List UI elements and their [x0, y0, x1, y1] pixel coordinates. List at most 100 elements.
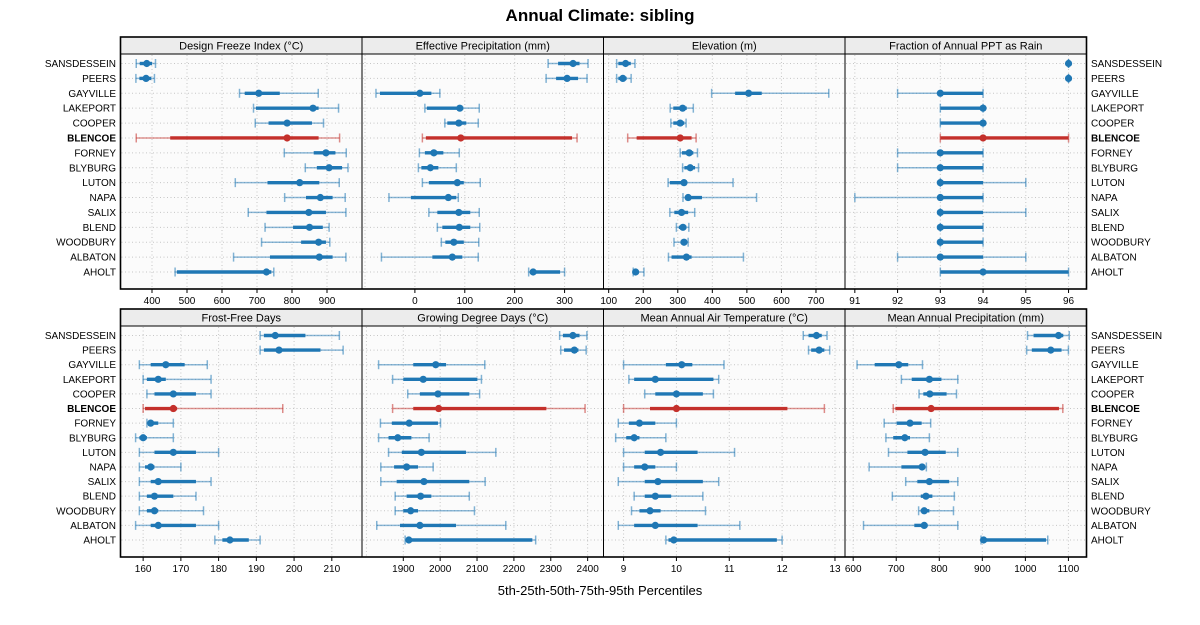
- percentile-row: [885, 433, 931, 443]
- row-label-left: BLENCOE: [67, 404, 116, 415]
- median-dot: [419, 375, 427, 383]
- row-label-left: BLYBURG: [69, 163, 116, 174]
- percentile-row: [667, 178, 734, 188]
- median-dot: [154, 375, 162, 383]
- axis-tick-label: 93: [935, 296, 947, 307]
- axis-tick-label: 160: [135, 564, 152, 575]
- percentile-row: [259, 331, 341, 340]
- percentile-row: [283, 148, 347, 158]
- percentile-row: [614, 433, 667, 443]
- median-dot: [455, 223, 463, 231]
- median-dot: [936, 179, 944, 187]
- panel-strip-title: Effective Precipitation (mm): [416, 41, 550, 53]
- median-dot: [142, 74, 150, 82]
- median-dot: [619, 74, 627, 82]
- percentile-row: [418, 148, 461, 158]
- panel-mean-annual-air-temperature-c-: Mean Annual Air Temperature (°C) 9 10 11 12 1…: [603, 308, 846, 575]
- median-dot: [926, 390, 934, 398]
- percentile-row: [138, 477, 212, 487]
- row-label-right: GAYVILLE: [1091, 89, 1139, 100]
- percentile-row: [260, 237, 331, 247]
- panel-strip-title: Mean Annual Air Temperature (°C): [641, 313, 808, 325]
- median-dot: [1064, 74, 1073, 82]
- row-label-left: SALIX: [88, 208, 117, 219]
- percentile-row: [891, 491, 956, 501]
- median-dot: [255, 89, 263, 97]
- panel-effective-precipitation-mm-: Effective Precipitation (mm) 0 100 200 300: [361, 36, 604, 307]
- median-dot: [936, 208, 944, 217]
- row-label-left: SANSDESSEIN: [45, 331, 116, 342]
- median-dot: [275, 346, 283, 354]
- median-dot: [679, 104, 687, 112]
- median-dot: [325, 164, 333, 172]
- axis-tick-label: 100: [456, 296, 473, 307]
- percentile-row: [391, 404, 586, 414]
- percentile-row: [669, 207, 696, 217]
- percentile-row: [254, 118, 325, 128]
- panel-band-0: SANSDESSEIN SANSDESSEIN PEERS PEERS GAYVILLE…: [45, 36, 1162, 307]
- percentile-row: [146, 418, 175, 428]
- band-frame: [119, 36, 1088, 290]
- panel-fraction-of-annual-ppt-as-rain: Fraction of Annual PPT as Rain 91 92 93 94 95…: [844, 36, 1087, 307]
- row-label-right: BLENCOE: [1091, 133, 1140, 144]
- percentile-row: [626, 133, 697, 143]
- row-label-right: ALBATON: [1091, 521, 1137, 532]
- median-dot: [444, 193, 452, 202]
- percentile-row: [622, 404, 826, 414]
- median-dot: [456, 104, 464, 112]
- axis-tick-label: 0: [412, 296, 418, 307]
- row-label-right: WOODBURY: [1091, 506, 1151, 517]
- median-dot: [901, 434, 909, 442]
- percentile-row: [380, 462, 434, 472]
- percentile-row: [142, 404, 284, 414]
- percentile-row: [936, 237, 984, 247]
- median-dot: [417, 492, 425, 500]
- median-dot: [426, 164, 434, 172]
- median-dot: [680, 179, 688, 187]
- row-label-left: BLYBURG: [69, 433, 116, 444]
- row-label-right: FORNEY: [1091, 419, 1133, 430]
- row-label-left: WOODBURY: [56, 506, 116, 517]
- percentile-row: [135, 133, 341, 143]
- row-label-left: BLENCOE: [67, 133, 116, 144]
- row-label-left: COOPER: [73, 389, 116, 400]
- median-dot: [651, 375, 659, 383]
- percentile-row: [1025, 345, 1070, 355]
- panel-mean-annual-precipitation-mm-: Mean Annual Precipitation (mm) 600 700 800 9…: [844, 308, 1087, 575]
- panel-band-1: SANSDESSEIN SANSDESSEIN PEERS PEERS GAYVILLE…: [45, 308, 1162, 575]
- median-dot: [450, 238, 458, 246]
- row-label-left: PEERS: [82, 74, 116, 85]
- median-dot: [920, 521, 928, 529]
- axis-tick-label: 300: [556, 296, 573, 307]
- percentile-row: [142, 374, 212, 384]
- panel-strip-title: Mean Annual Precipitation (mm): [887, 313, 1044, 325]
- axis-tick-label: 94: [977, 296, 989, 307]
- row-label-right: LAKEPORT: [1091, 375, 1144, 386]
- chart-title: Annual Climate: sibling: [505, 6, 695, 25]
- median-dot: [154, 477, 162, 486]
- percentile-row: [380, 252, 480, 262]
- percentile-row: [896, 148, 984, 158]
- row-label-left: AHOLT: [83, 268, 116, 279]
- median-dot: [143, 59, 151, 68]
- axis-tick-label: 12: [777, 564, 789, 575]
- median-dot: [316, 193, 324, 202]
- median-dot: [420, 477, 428, 486]
- row-label-left: BLEND: [83, 492, 116, 503]
- median-dot: [139, 434, 147, 442]
- median-dot: [936, 223, 944, 231]
- median-dot: [283, 119, 291, 127]
- percentile-row: [633, 491, 704, 501]
- axis-tick-label: 400: [704, 296, 721, 307]
- axis-tick-label: 700: [249, 296, 266, 307]
- median-dot: [417, 448, 425, 456]
- row-label-left: ALBATON: [70, 253, 116, 264]
- row-label-right: LAKEPORT: [1091, 104, 1144, 115]
- median-dot: [569, 331, 577, 340]
- median-dot: [651, 492, 659, 500]
- row-label-right: NAPA: [1091, 193, 1118, 204]
- median-dot: [455, 119, 463, 127]
- percentile-row: [375, 88, 441, 98]
- percentile-row: [424, 103, 481, 113]
